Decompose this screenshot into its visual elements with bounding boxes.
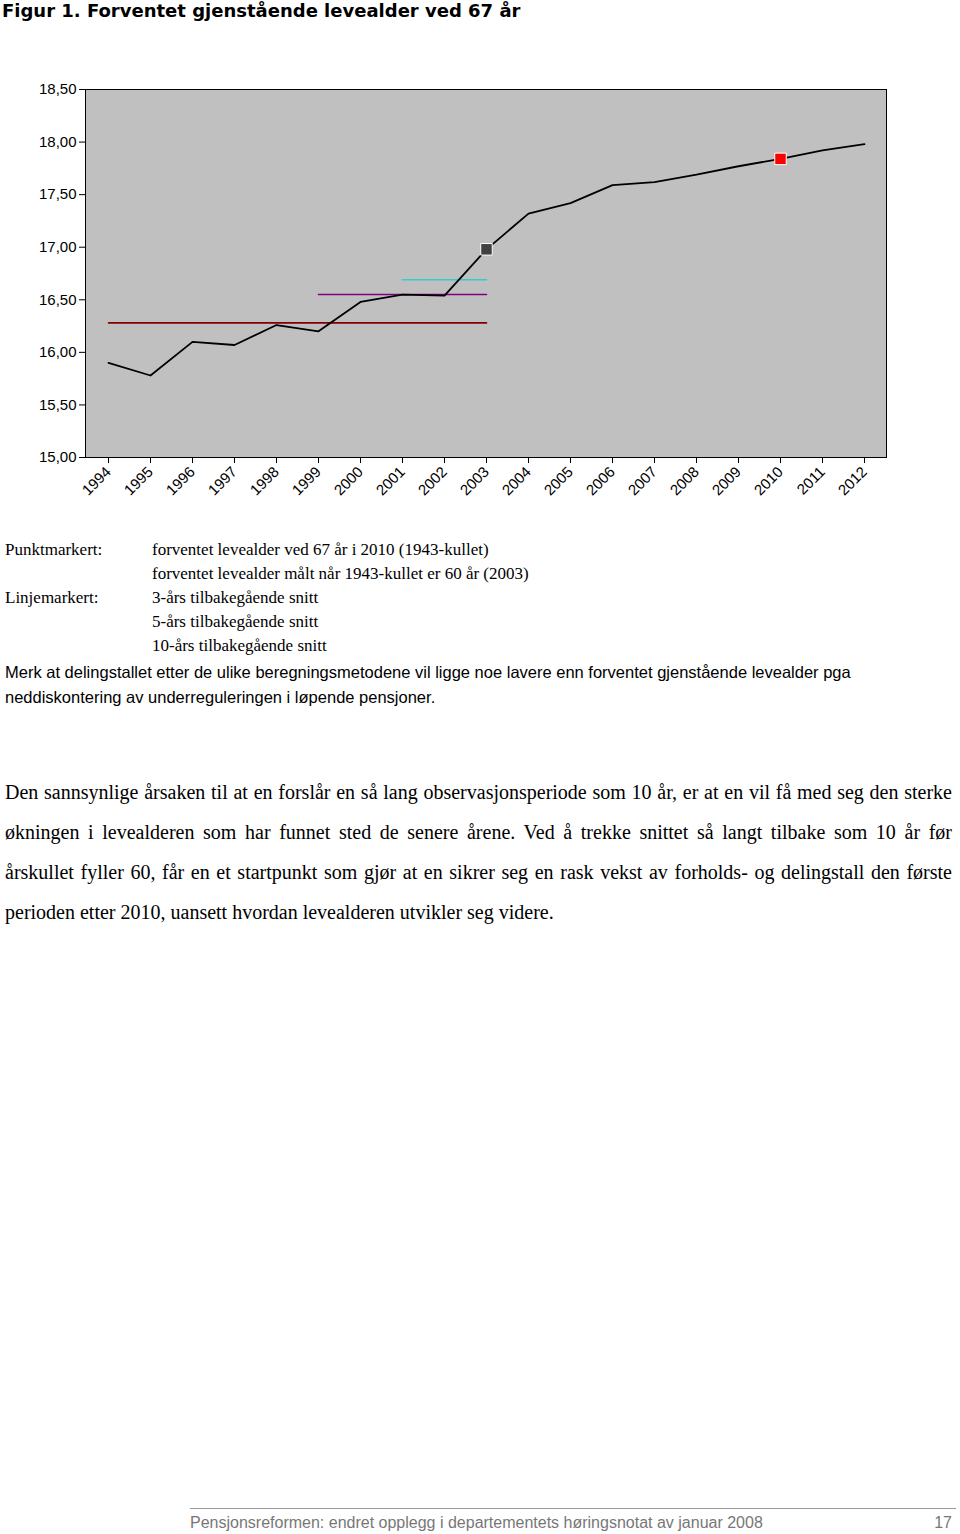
svg-text:2010: 2010 [750,463,786,499]
svg-text:2002: 2002 [414,463,450,499]
svg-text:2009: 2009 [708,463,744,499]
html-text:forventet levealder målt når 1: forventet levealder målt når 1943-kullet… [152,564,529,583]
svg-text:2003: 2003 [456,463,492,499]
svg-text:2012: 2012 [834,463,870,499]
svg-text:2000: 2000 [330,463,366,499]
html-text:Pensjonsreformen: endret opple: Pensjonsreformen: endret opplegg i depar… [190,1514,763,1531]
svg-text:2007: 2007 [624,463,660,499]
svg-text:2005: 2005 [540,463,576,499]
svg-text:15,50: 15,50 [39,396,77,413]
html-text:3-års tilbakegående snitt: 3-års tilbakegående snitt [152,588,319,607]
svg-text:2001: 2001 [372,463,408,499]
svg-text:15,00: 15,00 [39,448,77,465]
svg-text:16,00: 16,00 [39,343,77,360]
html-text:Den sannsynlige årsaken til at: Den sannsynlige årsaken til at en forslå… [5,781,952,923]
svg-text:2006: 2006 [582,463,618,499]
svg-text:2008: 2008 [666,463,702,499]
svg-text:18,50: 18,50 [39,80,77,97]
html-text:forventet levealder ved 67 år: forventet levealder ved 67 år i 2010 (19… [152,540,489,559]
svg-text:17,50: 17,50 [39,185,77,202]
svg-text:18,00: 18,00 [39,133,77,150]
html-text:Linjemarkert:: Linjemarkert: [5,588,99,607]
svg-text:2011: 2011 [793,463,828,498]
html-text:5-års tilbakegående snitt: 5-års tilbakegående snitt [152,612,319,631]
svg-text:1995: 1995 [120,463,156,499]
svg-text:1996: 1996 [162,463,198,499]
svg-text:1994: 1994 [78,463,114,499]
html-text:Punktmarkert:: Punktmarkert: [5,540,103,559]
svg-text:2004: 2004 [498,463,534,499]
svg-text:1999: 1999 [288,463,324,499]
html-text:Merk at delingstallet etter de: Merk at delingstallet etter de ulike ber… [5,663,851,706]
html-text:17: 17 [934,1514,952,1531]
svg-text:1998: 1998 [246,463,282,499]
html-text:Figur 1. Forventet gjenstående: Figur 1. Forventet gjenstående levealder… [2,0,521,21]
html-text:10-års tilbakegående snitt: 10-års tilbakegående snitt [152,636,327,655]
svg-text:17,00: 17,00 [39,238,77,255]
svg-text:16,50: 16,50 [39,291,77,308]
svg-text:1997: 1997 [204,463,240,499]
